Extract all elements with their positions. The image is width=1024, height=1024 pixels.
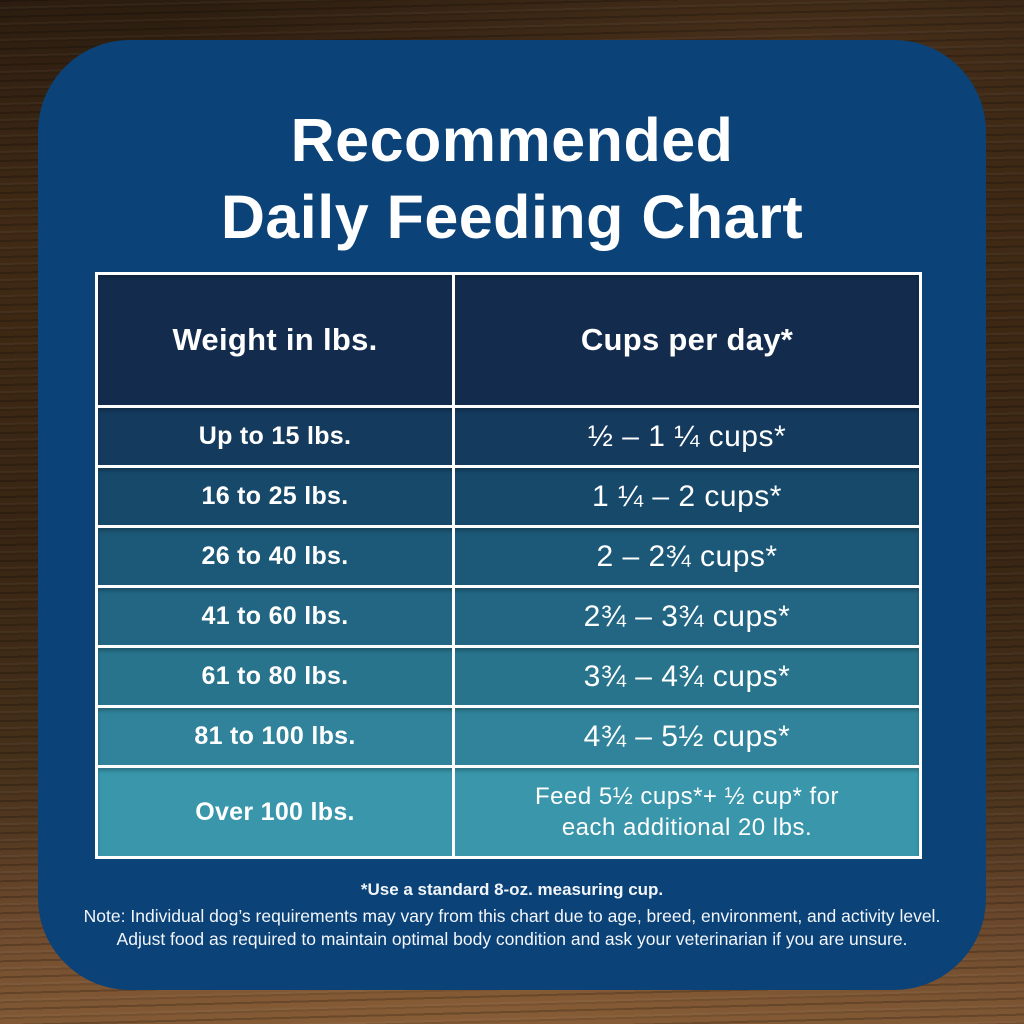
cups-cell: Feed 5½ cups*+ ½ cup* for each additiona…: [534, 783, 839, 841]
feeding-table: Weight in lbs. Cups per day* Up to 15 lb…: [95, 272, 922, 859]
table-row: Up to 15 lbs. ½ – 1 ¼ cups*: [98, 408, 919, 468]
weight-column-header: Weight in lbs.: [98, 275, 455, 405]
footnote-note-line2: Adjust food as required to maintain opti…: [116, 929, 908, 949]
footnote-note-line1: Note: Individual dog’s requirements may …: [83, 906, 941, 926]
footnote-measuring-cup: *Use a standard 8-oz. measuring cup.: [360, 880, 664, 899]
feeding-chart-panel: Recommended Daily Feeding Chart Weight i…: [38, 40, 986, 990]
page-title: Recommended Daily Feeding Chart: [38, 102, 986, 256]
table-row: 26 to 40 lbs. 2 – 2¾ cups*: [98, 528, 919, 588]
weight-cell: Over 100 lbs.: [98, 768, 455, 856]
weight-cell: 26 to 40 lbs.: [98, 528, 455, 585]
page-title-line2: Daily Feeding Chart: [220, 183, 804, 251]
table-row: 81 to 100 lbs. 4¾ – 5½ cups*: [98, 708, 919, 768]
table-header-row: Weight in lbs. Cups per day*: [98, 275, 919, 408]
weight-cell: Up to 15 lbs.: [98, 408, 455, 465]
cups-cell: 4¾ – 5½ cups*: [583, 719, 791, 753]
table-row: 16 to 25 lbs. 1 ¼ – 2 cups*: [98, 468, 919, 528]
table-row: Over 100 lbs. Feed 5½ cups*+ ½ cup* for …: [98, 768, 919, 856]
cups-cell: 1 ¼ – 2 cups*: [592, 479, 782, 513]
table-row: 41 to 60 lbs. 2¾ – 3¾ cups*: [98, 588, 919, 648]
cups-column-header: Cups per day*: [580, 322, 794, 357]
cups-cell: ½ – 1 ¼ cups*: [587, 419, 787, 453]
cups-cell: 2 – 2¾ cups*: [596, 539, 778, 573]
weight-cell: 16 to 25 lbs.: [98, 468, 455, 525]
table-row: 61 to 80 lbs. 3¾ – 4¾ cups*: [98, 648, 919, 708]
cups-cell: 3¾ – 4¾ cups*: [583, 659, 791, 693]
weight-cell: 81 to 100 lbs.: [98, 708, 455, 765]
weight-cell: 61 to 80 lbs.: [98, 648, 455, 705]
cups-cell: 2¾ – 3¾ cups*: [583, 599, 791, 633]
footnotes: *Use a standard 8-oz. measuring cup. Not…: [38, 880, 986, 951]
page-title-line1: Recommended: [290, 106, 734, 174]
weight-cell: 41 to 60 lbs.: [98, 588, 455, 645]
